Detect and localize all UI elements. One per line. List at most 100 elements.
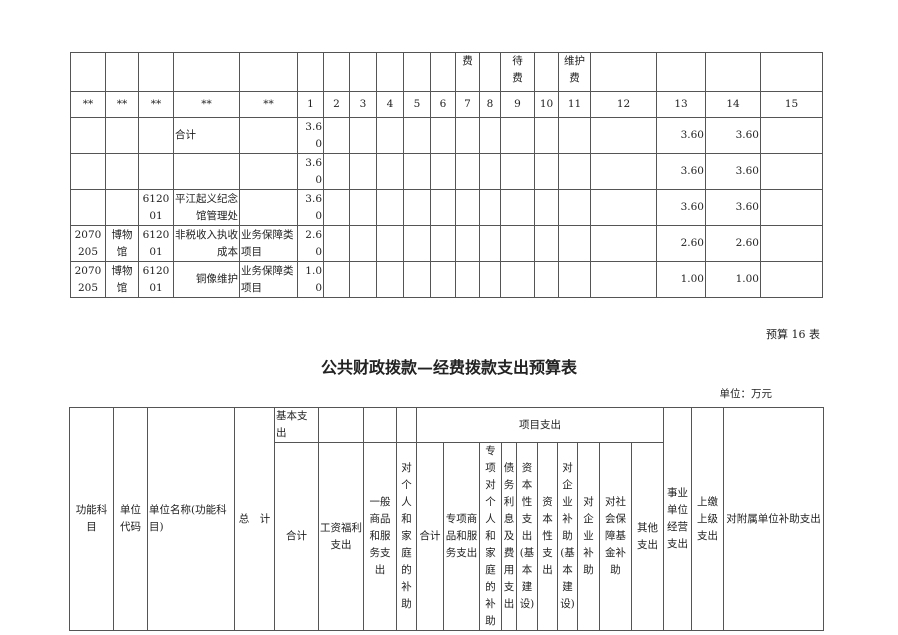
- table-cell: [323, 117, 350, 154]
- table-cell: [558, 117, 591, 154]
- table-cell: 2.60: [656, 225, 706, 262]
- table-cell: 3.60: [705, 189, 761, 226]
- table-cell: [430, 225, 456, 262]
- column-index-cell: 9: [500, 91, 535, 118]
- expenditure-budget-table: 功能科目 单位代码 单位名称(功能科目) 总 计 基本支出 项目支出 事业单位经…: [69, 407, 824, 631]
- table-cell: [349, 153, 377, 190]
- header-cell: [590, 52, 657, 92]
- table-cell: [403, 153, 431, 190]
- table-cell: 2.60: [297, 225, 324, 262]
- table-cell: [590, 117, 657, 154]
- table-cell: 3.60: [297, 117, 324, 154]
- header-unit-code: 单位代码: [113, 407, 148, 631]
- sub-header-cell: 专项对个人和家庭的补助: [479, 442, 502, 631]
- table-cell: [138, 117, 174, 154]
- column-index-cell: 2: [323, 91, 350, 118]
- table-cell: [534, 189, 559, 226]
- table-cell: 2070205: [70, 225, 106, 262]
- table-cell: [349, 189, 377, 226]
- unit-label: 单位：万元: [719, 388, 773, 400]
- table-cell: 业务保障类项目: [239, 261, 298, 298]
- page-title: 公共财政拨款—经费拨款支出预算表: [320, 358, 577, 377]
- table-cell: [376, 225, 404, 262]
- sub-header-cell: 对社会保障基金补助: [599, 442, 632, 631]
- column-index-cell: **: [70, 91, 106, 118]
- table-cell: [105, 189, 139, 226]
- table-cell: [323, 225, 350, 262]
- table-cell: [349, 117, 377, 154]
- table-cell: [500, 189, 535, 226]
- header-cell: [297, 52, 324, 92]
- table-cell: [455, 225, 480, 262]
- column-index-cell: 14: [705, 91, 761, 118]
- table-cell: [430, 189, 456, 226]
- table-cell: [558, 153, 591, 190]
- sub-header-cell: 债务利息及费用支出: [501, 442, 517, 631]
- table-row: 3.60 3.60 3.60: [70, 153, 823, 190]
- table-cell: 2.60: [705, 225, 761, 262]
- table-cell: [403, 261, 431, 298]
- table-cell: [323, 153, 350, 190]
- table-cell: 3.60: [656, 153, 706, 190]
- header-cell: [173, 52, 240, 92]
- header-empty: [363, 407, 397, 443]
- table-cell: 合计: [173, 117, 240, 154]
- table-cell: [534, 153, 559, 190]
- table-cell: [760, 189, 823, 226]
- header-empty: [318, 407, 364, 443]
- sub-header-cell: 资本性支出(基本建设): [516, 442, 538, 631]
- column-index-cell: 13: [656, 91, 706, 118]
- header-cell: [534, 52, 559, 92]
- table-cell: [239, 189, 298, 226]
- header-subsidiary-subsidy: 对附属单位补助支出: [723, 407, 824, 631]
- header-cell: [430, 52, 456, 92]
- table-cell: 3.60: [656, 117, 706, 154]
- column-index-cell: 7: [455, 91, 480, 118]
- table-row: 2070205 博物馆 612001 非税收入执收成本 业务保障类项目 2.60 2.60 2…: [70, 225, 823, 262]
- sub-header-cell: 对个人和家庭的补助: [396, 442, 417, 631]
- column-index-cell: 5: [403, 91, 431, 118]
- header-cell: [705, 52, 761, 92]
- header-cell: [239, 52, 298, 92]
- table-cell: 612001: [138, 189, 174, 226]
- header-cell: [376, 52, 404, 92]
- header-cell: 费: [455, 52, 480, 92]
- column-index-cell: 4: [376, 91, 404, 118]
- table-cell: 业务保障类项目: [239, 225, 298, 262]
- table-cell: [323, 189, 350, 226]
- table-number: 预算 16 表: [766, 328, 820, 341]
- header-cell: [323, 52, 350, 92]
- column-index-cell: 1: [297, 91, 324, 118]
- header-cell: [105, 52, 139, 92]
- table-cell: [455, 189, 480, 226]
- table-cell: [349, 225, 377, 262]
- table-cell: [430, 261, 456, 298]
- sub-header-cell: 资本性支出: [537, 442, 558, 631]
- header-cell: [70, 52, 106, 92]
- table-cell: [105, 117, 139, 154]
- column-index-cell: **: [173, 91, 240, 118]
- table-cell: [558, 189, 591, 226]
- table-cell: [105, 153, 139, 190]
- table-cell: [70, 117, 106, 154]
- table-cell: [534, 225, 559, 262]
- table-cell: [376, 189, 404, 226]
- sub-header-cell: 合计: [274, 442, 319, 631]
- table-cell: 博物馆: [105, 225, 139, 262]
- table-cell: [558, 261, 591, 298]
- header-cell: [138, 52, 174, 92]
- table-cell: [173, 153, 240, 190]
- table-row: 合计 3.60 3.60 3.60: [70, 117, 823, 154]
- table-cell: [403, 117, 431, 154]
- header-cell: 维护 费: [558, 52, 591, 92]
- header-empty: [396, 407, 417, 443]
- table-cell: [500, 117, 535, 154]
- table-cell: 非税收入执收成本: [173, 225, 240, 262]
- sub-header-cell: 合计: [416, 442, 444, 631]
- table-cell: [138, 153, 174, 190]
- table-cell: [376, 153, 404, 190]
- header-cell: [479, 52, 501, 92]
- header-cell: [349, 52, 377, 92]
- table-cell: 3.60: [656, 189, 706, 226]
- header-cell: [656, 52, 706, 92]
